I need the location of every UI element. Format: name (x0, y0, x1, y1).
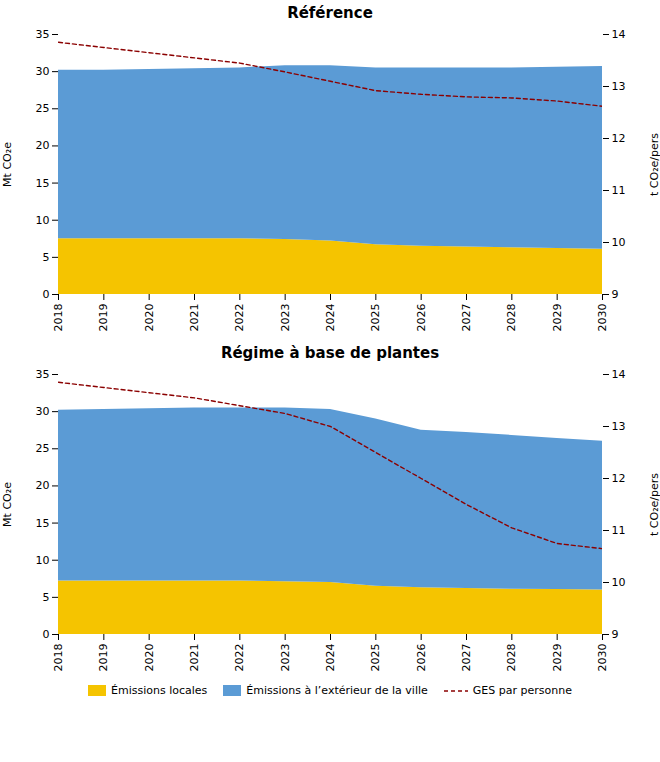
svg-text:2028: 2028 (505, 304, 518, 332)
html-text:Régime à base de plantes: Régime à base de plantes (220, 344, 440, 362)
svg-text:2022: 2022 (233, 304, 246, 332)
svg-text:10: 10 (36, 554, 50, 567)
html-text:Émissions à l’extérieur de la: Émissions à l’extérieur de la ville (246, 684, 428, 697)
svg-text:10: 10 (612, 236, 626, 249)
svg-text:15: 15 (36, 177, 50, 190)
svg-text:35: 35 (36, 28, 50, 41)
svg-text:2021: 2021 (188, 644, 201, 672)
svg-text:9: 9 (612, 288, 619, 301)
svg-text:0: 0 (43, 628, 50, 641)
svg-text:2021: 2021 (188, 304, 201, 332)
svg-text:12: 12 (612, 472, 626, 485)
svg-text:2020: 2020 (143, 304, 156, 332)
svg-text:10: 10 (612, 576, 626, 589)
svg-text:20: 20 (36, 139, 50, 152)
svg-text:5: 5 (43, 251, 50, 264)
svg-text:2024: 2024 (324, 644, 337, 672)
svg-text:2022: 2022 (233, 644, 246, 672)
svg-text:2030: 2030 (596, 304, 609, 332)
html-text:Référence: Référence (287, 4, 373, 22)
svg-text:5: 5 (43, 591, 50, 604)
svg-text:2025: 2025 (369, 304, 382, 332)
svg-text:13: 13 (612, 80, 626, 93)
svg-text:t CO₂e/pers: t CO₂e/pers (648, 133, 660, 196)
svg-text:30: 30 (36, 405, 50, 418)
svg-text:12: 12 (612, 132, 626, 145)
svg-text:30: 30 (36, 65, 50, 78)
svg-text:2024: 2024 (324, 304, 337, 332)
svg-text:14: 14 (612, 28, 626, 41)
svg-text:11: 11 (612, 524, 626, 537)
svg-text:2023: 2023 (279, 304, 292, 332)
svg-text:2019: 2019 (97, 644, 110, 672)
svg-text:25: 25 (36, 102, 50, 115)
svg-text:25: 25 (36, 442, 50, 455)
html-text:Émissions locales: Émissions locales (111, 684, 208, 697)
svg-text:2030: 2030 (596, 644, 609, 672)
svg-text:20: 20 (36, 479, 50, 492)
svg-text:11: 11 (612, 184, 626, 197)
svg-text:2018: 2018 (52, 304, 65, 332)
svg-text:2023: 2023 (279, 644, 292, 672)
svg-text:2018: 2018 (52, 644, 65, 672)
svg-text:35: 35 (36, 368, 50, 381)
svg-text:13: 13 (612, 420, 626, 433)
svg-text:2019: 2019 (97, 304, 110, 332)
svg-text:2025: 2025 (369, 644, 382, 672)
svg-text:2029: 2029 (551, 644, 564, 672)
svg-text:2027: 2027 (460, 644, 473, 672)
svg-text:0: 0 (43, 288, 50, 301)
svg-text:2029: 2029 (551, 304, 564, 332)
svg-text:2027: 2027 (460, 304, 473, 332)
svg-text:2028: 2028 (505, 644, 518, 672)
svg-text:15: 15 (36, 517, 50, 530)
svg-text:10: 10 (36, 214, 50, 227)
html-text:GES par personne: GES par personne (472, 684, 572, 697)
svg-text:Mt CO₂e: Mt CO₂e (1, 482, 14, 527)
svg-text:9: 9 (612, 628, 619, 641)
svg-text:Mt CO₂e: Mt CO₂e (1, 142, 14, 187)
svg-text:2026: 2026 (415, 644, 428, 672)
svg-text:t CO₂e/pers: t CO₂e/pers (648, 473, 660, 536)
svg-text:14: 14 (612, 368, 626, 381)
svg-text:2026: 2026 (415, 304, 428, 332)
svg-text:2020: 2020 (143, 644, 156, 672)
